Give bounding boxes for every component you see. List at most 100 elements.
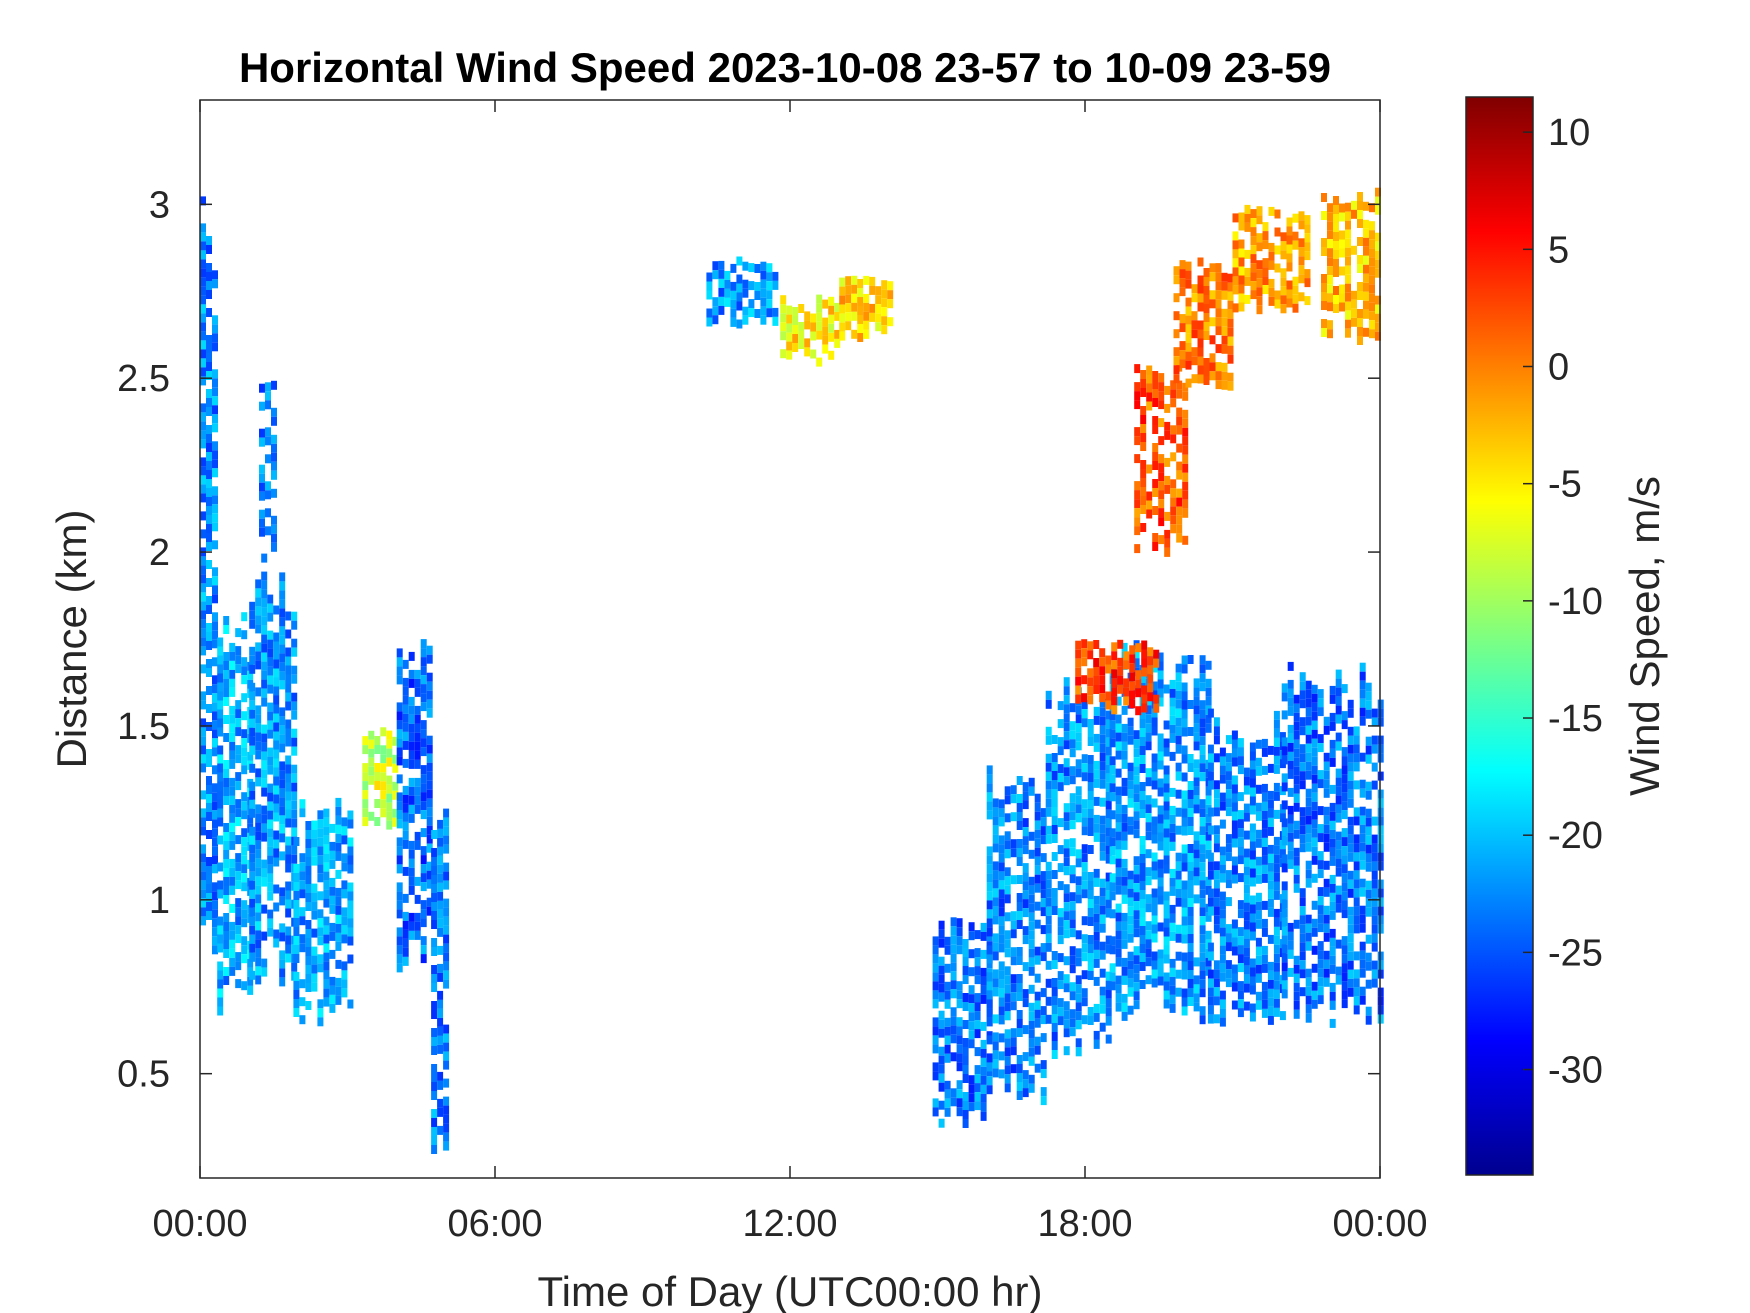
heatmap-cell [1063,803,1070,813]
heatmap-cell [1244,276,1251,286]
heatmap-cell [1115,714,1122,724]
heatmap-cell [1333,205,1339,214]
heatmap-cell [1227,336,1234,346]
heatmap-cell [1227,354,1234,364]
heatmap-cell [299,880,306,890]
heatmap-cell [706,308,713,318]
heatmap-cell [1311,837,1318,847]
heatmap-cell [1256,269,1263,279]
heatmap-cell [212,693,218,703]
heatmap-cell [1187,808,1194,817]
heatmap-cell [426,807,433,817]
heatmap-cell [420,954,427,964]
heatmap-cell [1304,296,1311,306]
heatmap-cell [1176,533,1183,543]
heatmap-cell [408,930,415,940]
heatmap-cell [1123,678,1130,688]
heatmap-cell [1139,944,1146,953]
heatmap-cell [279,581,286,591]
heatmap-cell [1323,752,1330,762]
heatmap-cell [1163,801,1170,811]
heatmap-cell [1267,880,1274,890]
heatmap-cell [1121,912,1128,922]
heatmap-cell [285,854,292,864]
heatmap-cell [267,603,274,613]
heatmap-cell [1317,995,1324,1005]
heatmap-cell [267,630,274,640]
heatmap-cell [1193,723,1200,733]
heatmap-cell [1219,873,1226,883]
heatmap-cell [1157,922,1164,932]
heatmap-cell [1250,254,1257,264]
heatmap-cell [1099,887,1106,897]
heatmap-cell [1140,487,1147,496]
heatmap-cell [267,594,274,604]
heatmap-cell [1129,654,1136,664]
heatmap-cell [1281,935,1288,945]
heatmap-cell [1293,703,1300,713]
heatmap-cell [293,891,300,900]
heatmap-cell [1345,247,1351,257]
heatmap-cell [1063,857,1070,867]
heatmap-cell [1134,508,1141,518]
heatmap-cell [1213,987,1220,997]
heatmap-cell [1231,757,1238,767]
heatmap-cell [1219,855,1226,865]
heatmap-cell [1075,957,1082,967]
heatmap-cell [279,950,286,960]
heatmap-cell [772,307,779,317]
heatmap-cell [223,940,230,949]
heatmap-cell [1199,961,1206,971]
heatmap-cell [426,699,433,709]
heatmap-cell [241,711,248,721]
heatmap-cell [1219,945,1226,955]
heatmap-cell [285,809,292,819]
heatmap-cell [206,407,212,416]
heatmap-cell [431,848,438,857]
heatmap-cell [1317,887,1324,897]
heatmap-cell [1152,488,1159,497]
heatmap-cell [1181,718,1188,728]
heatmap-cell [414,876,421,886]
heatmap-cell [1105,773,1112,783]
heatmap-cell [1075,705,1082,715]
heatmap-cell [1227,318,1234,328]
heatmap-cell [431,1028,438,1037]
heatmap-cell [1093,868,1100,878]
heatmap-cell [1034,955,1041,965]
heatmap-cell [408,858,415,868]
heatmap-cell [431,1082,438,1091]
heatmap-cell [1267,1015,1274,1025]
heatmap-cell [396,819,403,829]
heatmap-cell [1187,916,1194,925]
heatmap-cell [1327,284,1333,294]
heatmap-cell [1040,889,1047,899]
heatmap-cell [1215,308,1222,318]
heatmap-cell [1299,987,1306,997]
heatmap-cell [279,743,286,753]
heatmap-cell [1329,757,1336,767]
heatmap-cell [200,529,206,539]
heatmap-cell [267,918,274,928]
heatmap-cell [1341,747,1348,757]
heatmap-cell [798,340,805,349]
heatmap-cell [279,806,286,816]
y-tick-label: 0.5 [117,1054,170,1096]
heatmap-cell [1221,272,1228,282]
heatmap-cell [1115,912,1122,922]
heatmap-cell [1317,869,1324,879]
heatmap-cell [212,333,218,343]
heatmap-cell [1341,972,1348,982]
heatmap-cell [1335,714,1342,724]
heatmap-cell [273,938,280,948]
heatmap-cell [396,729,403,739]
heatmap-cell [1175,924,1182,934]
heatmap-cell [200,754,206,764]
heatmap-cell [1016,1064,1023,1073]
heatmap-cell [968,967,975,977]
heatmap-cell [212,900,218,910]
heatmap-cell [1287,850,1294,860]
heatmap-cell [396,891,403,901]
heatmap-cell [291,827,298,837]
heatmap-cell [1176,470,1183,480]
